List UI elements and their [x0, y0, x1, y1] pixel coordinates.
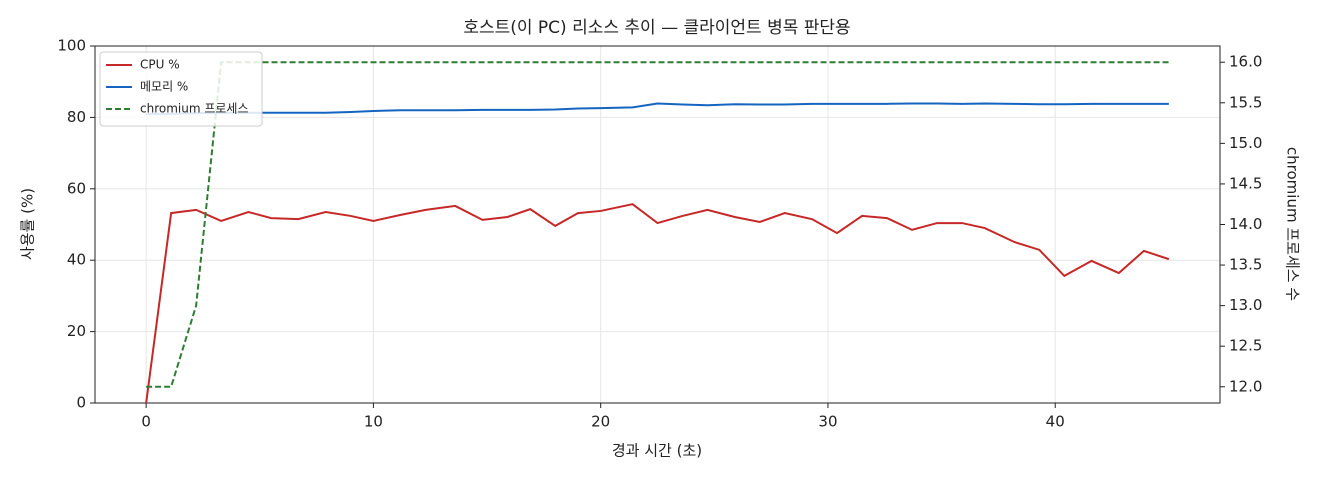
y2-tick-label: 14.5: [1229, 174, 1262, 192]
x-tick-label: 10: [364, 413, 383, 431]
x-tick-label: 40: [1046, 413, 1065, 431]
y2-axis-label: chromium 프로세스 수: [1284, 147, 1302, 301]
y2-tick-label: 14.0: [1229, 215, 1262, 233]
y-tick-label: 40: [67, 251, 86, 269]
x-tick-label: 0: [141, 413, 151, 431]
x-tick-label: 20: [591, 413, 610, 431]
y2-tick-label: 12.0: [1229, 377, 1262, 395]
y2-tick-label: 13.0: [1229, 296, 1262, 314]
legend-box: [99, 51, 263, 127]
legend-label: CPU %: [140, 58, 180, 72]
series-line: [146, 61, 1169, 388]
y-tick-label: 100: [57, 37, 86, 55]
plot-frame: [94, 45, 1221, 404]
series-line: [146, 102, 1169, 115]
y-axis-label: 사용률 (%): [19, 188, 37, 260]
y2-tick-label: 15.5: [1229, 93, 1262, 111]
y-tick-label: 80: [67, 108, 86, 126]
series-line: [145, 203, 1170, 404]
y2-tick-label: 12.5: [1229, 337, 1262, 355]
x-axis-label: 경과 시간 (초): [612, 442, 702, 460]
y2-tick-label: 16.0: [1229, 53, 1262, 71]
legend-label: chromium 프로세스: [140, 102, 249, 116]
x-tick-label: 30: [818, 413, 837, 431]
y2-tick-label: 15.0: [1229, 134, 1262, 152]
legend-label: 메모리 %: [140, 80, 188, 94]
y-tick-label: 20: [67, 322, 86, 340]
y2-tick-label: 13.5: [1229, 256, 1262, 274]
y-tick-label: 0: [76, 394, 86, 412]
y-tick-label: 60: [67, 179, 86, 197]
chart-title: 호스트(이 PC) 리소스 추이 — 클라이언트 병목 판단용: [463, 18, 850, 38]
